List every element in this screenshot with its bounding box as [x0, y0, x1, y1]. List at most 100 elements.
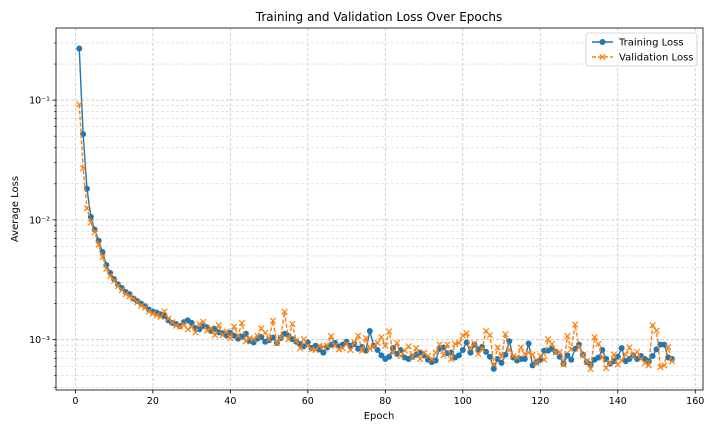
data-point: [269, 317, 277, 324]
data-point: [463, 330, 470, 337]
legend-box: [585, 32, 698, 67]
data-point: [227, 334, 234, 342]
data-point: [498, 353, 505, 360]
grid: [56, 28, 703, 390]
data-point: [122, 290, 129, 298]
data-point: [568, 356, 575, 363]
data-point: [502, 331, 509, 338]
legend: Training Loss Validation Loss: [585, 32, 698, 67]
data-point: [192, 329, 199, 336]
data-point: [517, 344, 525, 351]
data-point: [610, 351, 618, 358]
data-point: [494, 344, 501, 351]
data-point: [416, 355, 424, 363]
data-point: [316, 342, 323, 349]
data-point: [471, 340, 478, 347]
data-point: [540, 356, 548, 363]
data-point: [649, 322, 656, 329]
data-point: [95, 241, 102, 248]
data-point: [138, 302, 145, 309]
data-point: [579, 352, 587, 359]
data-point: [641, 359, 649, 367]
data-point: [374, 339, 381, 347]
legend-swatch-marker: [599, 39, 606, 45]
data-point: [277, 334, 284, 341]
data-point: [230, 323, 238, 330]
data-point: [366, 328, 373, 335]
data-point: [661, 362, 668, 369]
data-point: [265, 335, 273, 343]
data-point: [110, 277, 118, 285]
data-point: [289, 320, 296, 328]
data-point: [87, 219, 95, 226]
data-point: [250, 335, 257, 343]
data-point: [633, 348, 641, 356]
data-point: [234, 332, 242, 339]
data-point: [382, 342, 389, 349]
data-point: [595, 340, 602, 348]
data-point: [405, 343, 412, 350]
data-point: [118, 285, 125, 291]
data-point: [432, 349, 439, 356]
data-point: [575, 344, 583, 351]
data-point: [76, 45, 83, 52]
x-tick-label: 60: [302, 396, 314, 407]
data-point: [238, 319, 246, 327]
data-point: [157, 313, 164, 321]
data-point: [428, 355, 436, 363]
data-point: [544, 335, 552, 343]
data-point: [494, 355, 501, 362]
data-point: [261, 329, 269, 337]
data-point: [335, 346, 343, 353]
data-point: [424, 352, 432, 360]
data-point: [351, 339, 358, 346]
data-point: [506, 346, 513, 354]
legend-entry-label: Validation Loss: [619, 53, 694, 64]
data-point: [292, 337, 300, 344]
data-point: [172, 322, 180, 329]
data-point: [300, 335, 308, 343]
data-point: [486, 331, 494, 339]
data-point: [521, 350, 529, 358]
data-point: [273, 339, 281, 347]
data-point: [521, 355, 528, 362]
data-point: [366, 345, 374, 352]
x-tick-label: 100: [454, 396, 472, 407]
data-point: [83, 205, 91, 212]
data-point: [184, 326, 191, 333]
data-point: [378, 333, 385, 341]
data-point: [126, 293, 133, 300]
data-point: [661, 341, 668, 348]
data-point: [599, 354, 606, 361]
x-axis: 0 20 40 60 80 100 120 140 160: [72, 390, 704, 407]
data-point: [436, 341, 443, 348]
data-point: [451, 340, 459, 348]
y-tick-label: 10⁻¹: [29, 96, 50, 107]
x-tick-label: 160: [686, 396, 704, 407]
data-point: [564, 332, 571, 340]
series-line: [78, 104, 673, 372]
data-point: [188, 319, 195, 326]
data-point: [413, 344, 420, 352]
data-point: [490, 361, 498, 368]
data-point: [440, 344, 447, 351]
data-point: [529, 351, 536, 358]
data-point: [455, 352, 462, 359]
data-point: [153, 311, 160, 319]
data-point: [211, 331, 219, 339]
y-axis: 10⁻³ 10⁻² 10⁻¹: [29, 42, 56, 388]
data-point: [393, 339, 401, 347]
series-validation: [76, 101, 676, 373]
x-tick-label: 0: [72, 396, 78, 407]
data-point: [354, 332, 362, 339]
data-point: [103, 265, 110, 273]
data-point: [397, 352, 405, 360]
data-point: [362, 334, 370, 342]
data-point: [99, 253, 106, 261]
data-point: [626, 344, 633, 351]
legend-entry-label: Training Loss: [618, 38, 684, 49]
data-point: [107, 272, 114, 280]
data-point: [246, 334, 253, 342]
data-point: [571, 321, 579, 328]
data-point: [378, 352, 385, 359]
